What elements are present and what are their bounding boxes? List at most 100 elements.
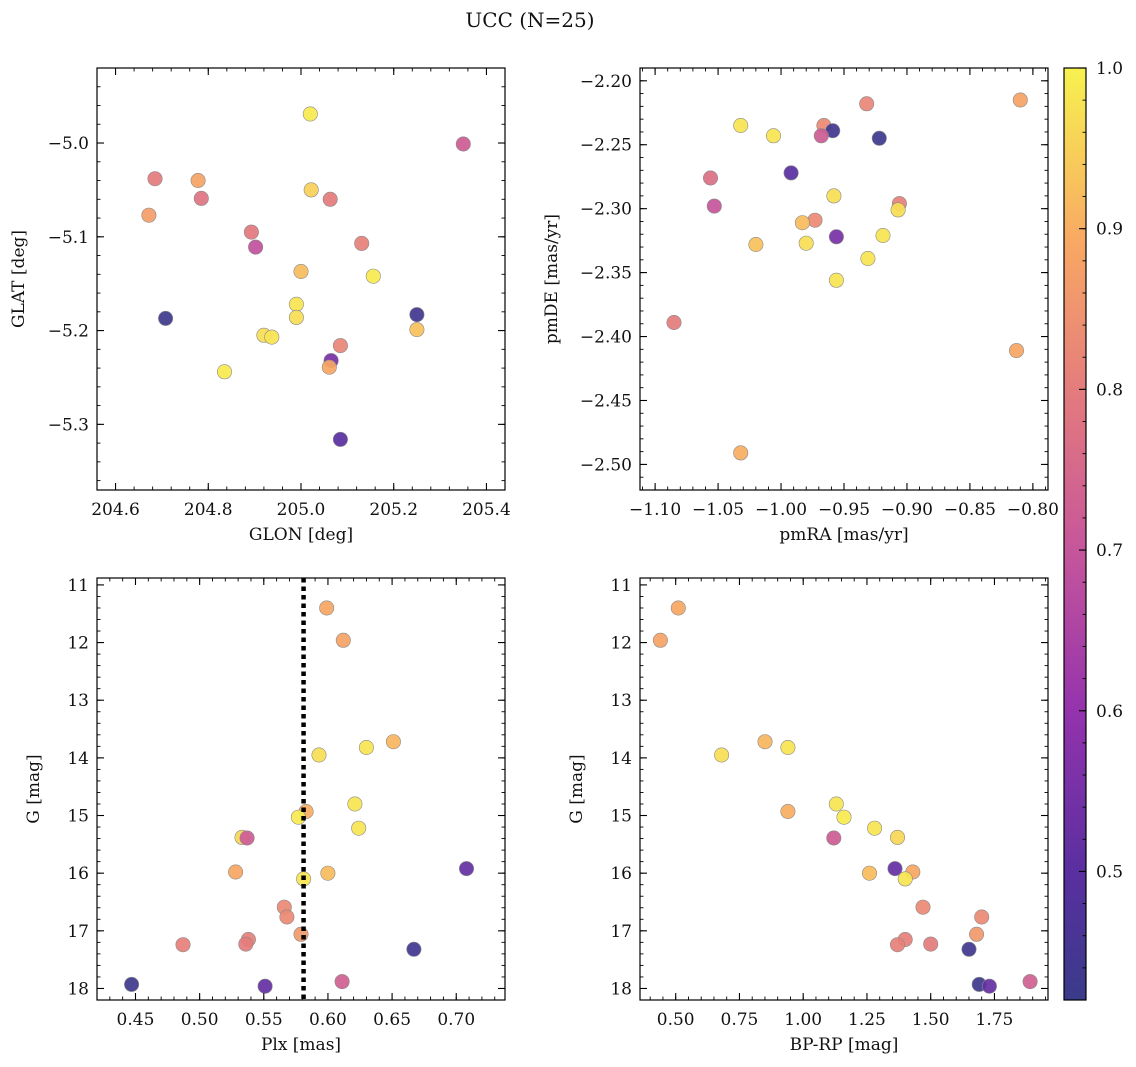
data-point [826, 830, 842, 846]
data-point [257, 978, 273, 994]
y-tick-label: −5.3 [48, 415, 89, 435]
x-tick-label: −1.10 [629, 500, 681, 520]
data-point [351, 820, 367, 836]
data-point [217, 364, 233, 380]
x-tick-label: 205.2 [369, 500, 418, 520]
data-point [875, 228, 891, 244]
data-point [783, 165, 799, 181]
data-point [748, 237, 764, 253]
y-tick-label: 11 [610, 576, 632, 596]
x-tick-label: 205.4 [462, 500, 511, 520]
data-point [969, 926, 985, 942]
x-tick-label: 1.25 [848, 1010, 886, 1030]
y-tick-label: −2.50 [580, 455, 632, 475]
colorbar-gradient [1064, 68, 1086, 1000]
x-tick-label: −0.85 [944, 500, 996, 520]
axis-ticks [96, 578, 505, 1001]
y-axis-label: pmDE [mas/yr] [542, 214, 562, 344]
data-point [860, 251, 876, 267]
panel-c: 0.45 0.50 0.55 0.60 0.65 0.70 11 12 13 14 15 16 17 18… [24, 576, 506, 1055]
scatter-points [652, 600, 1038, 994]
data-point [961, 941, 977, 957]
y-tick-label: 17 [610, 922, 632, 942]
data-point [190, 173, 206, 189]
data-point [311, 747, 327, 763]
plot-frame [639, 577, 1049, 1001]
y-tick-label: −2.35 [580, 264, 632, 284]
data-point [334, 974, 350, 990]
data-point [757, 734, 773, 750]
data-point [652, 632, 668, 648]
data-point [889, 829, 905, 845]
x-axis-label: GLON [deg] [249, 525, 353, 545]
data-point [871, 130, 887, 146]
data-point [923, 936, 939, 952]
data-point [889, 937, 905, 953]
panel-d: 0.50 0.75 1.00 1.25 1.50 1.75 11 12 13 14 15 16 17 18… [567, 576, 1049, 1055]
axis-ticks [640, 578, 1048, 1001]
data-point [158, 310, 174, 326]
data-point [981, 978, 997, 994]
data-point [836, 809, 852, 825]
y-tick-label: −2.40 [580, 328, 632, 348]
panel-a: 204.6 204.8 205.0 205.2 205.4 −5.0 −5.1 −5.2 −5.… [9, 67, 511, 545]
data-point [897, 871, 913, 887]
x-tick-label: 0.70 [437, 1010, 475, 1030]
y-tick-label: 12 [610, 634, 632, 654]
data-point [859, 96, 875, 112]
x-axis-label: pmRA [mas/yr] [779, 525, 908, 545]
data-point [288, 309, 304, 325]
data-point [733, 445, 749, 461]
data-point [332, 431, 348, 447]
colorbar-tick-label: 0.7 [1096, 541, 1123, 561]
data-point [193, 190, 209, 206]
colorbar-tick-label: 0.5 [1096, 862, 1123, 882]
data-point [861, 865, 877, 881]
axis-ticks [640, 67, 1048, 491]
scatter-points [666, 92, 1028, 461]
y-tick-label: −2.45 [580, 391, 632, 411]
data-point [887, 861, 903, 877]
y-tick-label: 18 [67, 979, 89, 999]
data-point [915, 899, 931, 915]
data-point [321, 359, 337, 375]
data-point [322, 191, 338, 207]
colorbar-frame [1063, 67, 1087, 1001]
y-tick-label: 14 [67, 749, 89, 769]
colorbar: 0.5 0.6 0.7 0.8 0.9 1.0 [1063, 59, 1123, 1001]
x-tick-label: 204.8 [184, 500, 233, 520]
colorbar-tick-label: 0.6 [1096, 702, 1123, 722]
data-point [332, 338, 348, 354]
data-point [358, 739, 374, 755]
data-point [828, 229, 844, 245]
data-point [890, 202, 906, 218]
data-point [141, 207, 157, 223]
y-tick-label: 16 [610, 864, 632, 884]
y-tick-label: −2.20 [580, 72, 632, 92]
x-tick-label: 0.65 [373, 1010, 411, 1030]
data-point [243, 224, 259, 240]
x-tick-label: −0.95 [818, 500, 870, 520]
plot-frame [639, 67, 1049, 491]
x-tick-label: 1.75 [976, 1010, 1014, 1030]
colorbar-tick-label: 1.0 [1096, 59, 1123, 79]
x-tick-label: −1.05 [692, 500, 744, 520]
plot-frame [96, 67, 506, 491]
x-tick-label: 0.75 [721, 1010, 759, 1030]
data-point [780, 739, 796, 755]
data-point [406, 941, 422, 957]
data-point [385, 734, 401, 750]
data-point [288, 296, 304, 312]
y-tick-label: −2.30 [580, 200, 632, 220]
figure-title: UCC (N=25) [465, 8, 594, 32]
x-tick-label: −0.90 [881, 500, 933, 520]
data-point [798, 235, 814, 251]
data-point [409, 307, 425, 323]
data-point [1008, 343, 1024, 359]
data-point [702, 170, 718, 186]
data-point [666, 314, 682, 330]
x-axis-label: BP-RP [mag] [790, 1035, 899, 1055]
data-point [303, 182, 319, 198]
data-point [302, 106, 318, 122]
